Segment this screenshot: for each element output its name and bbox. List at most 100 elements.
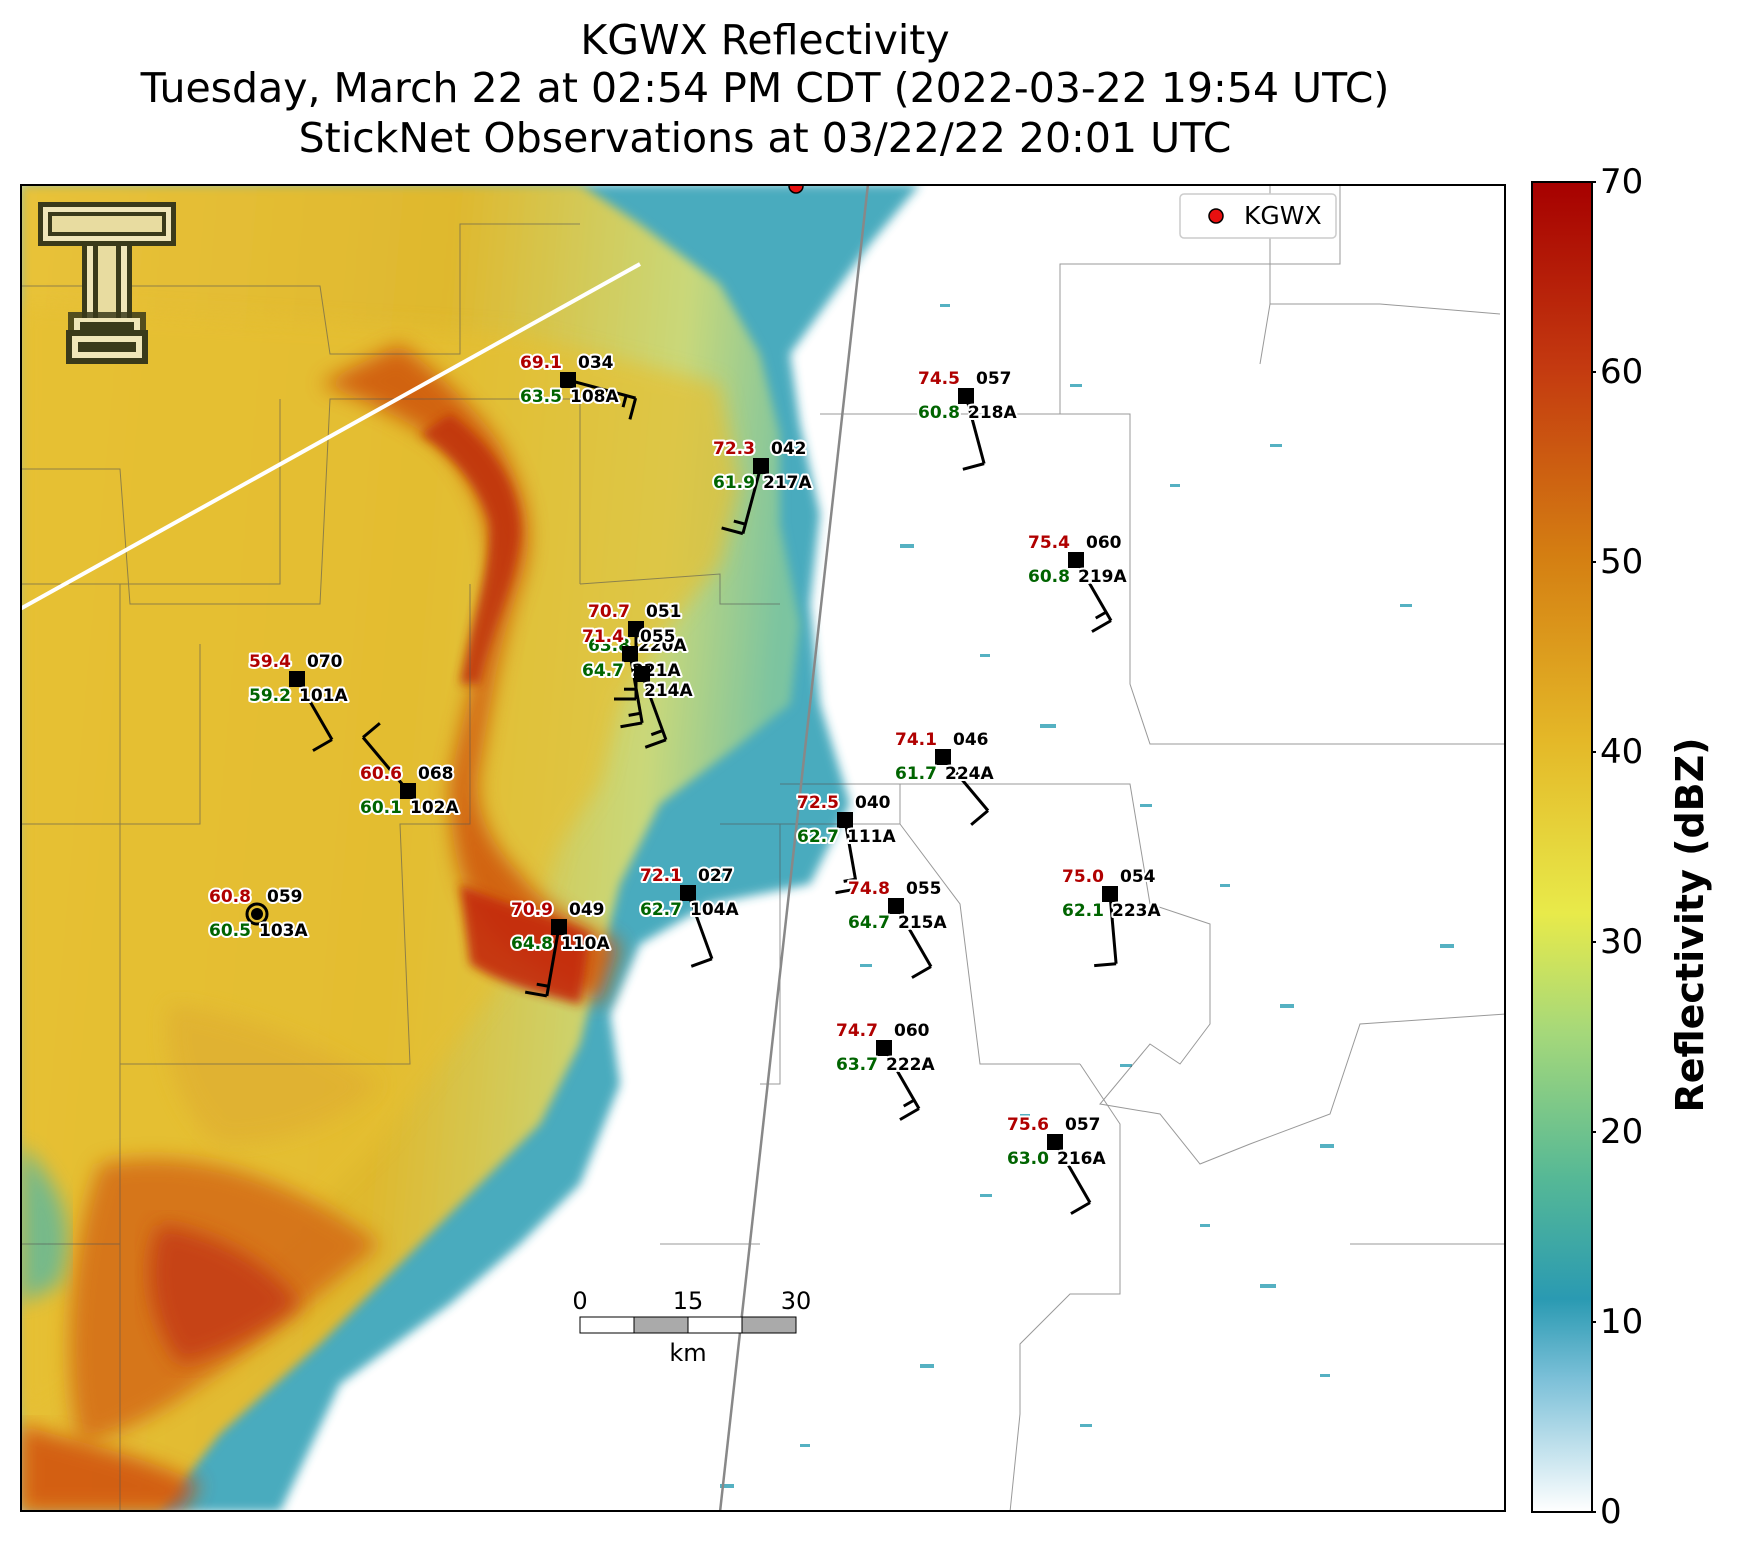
- station-dewpoint: 63.5: [520, 387, 562, 407]
- station-temperature: 74.1: [895, 730, 937, 750]
- station-219A[interactable]: 75.4 060 60.8 219A: [1026, 531, 1129, 633]
- station-pressure: 055: [640, 627, 676, 647]
- station-pressure: 054: [1120, 867, 1156, 887]
- station-dewpoint: 61.7: [895, 764, 937, 784]
- calm-wind-marker: [245, 902, 269, 926]
- station-marker: [628, 621, 644, 637]
- map-frame: [20, 184, 1506, 1512]
- station-temperature: 59.4: [249, 652, 291, 672]
- title-line-2: Tuesday, March 22 at 02:54 PM CDT (2022-…: [140, 64, 1390, 112]
- station-dewpoint: 60.1: [360, 798, 402, 818]
- station-dewpoint: 59.2: [249, 686, 291, 706]
- wind-barb-shaft: [941, 756, 990, 812]
- colorbar-tick-60: 60: [1600, 352, 1644, 392]
- station-dewpoint: 60.5: [209, 921, 251, 941]
- colorbar-tick-20: 20: [1600, 1112, 1644, 1152]
- county-boundaries: [20, 184, 1506, 1512]
- station-103A[interactable]: 60.8 059 60.5 103A: [207, 885, 310, 943]
- wind-barb-flag: [962, 462, 985, 471]
- wind-barb-flag: [721, 526, 744, 536]
- legend-marker: [1208, 208, 1224, 224]
- stations-layer: 69.1 034 63.5 108A 72.3 042 61.9 217A 74.5 057 60.…: [207, 351, 1163, 1215]
- wind-barb-flag: [1070, 1201, 1091, 1215]
- station-217A[interactable]: 72.3 042 61.9 217A: [711, 437, 814, 536]
- station-215A[interactable]: 74.8 055 64.7 215A: [846, 877, 949, 979]
- station-id: 217A: [763, 473, 812, 493]
- wind-barb-flag: [628, 711, 641, 717]
- wind-barb-flag: [536, 982, 549, 988]
- wind-barb-shaft: [964, 395, 986, 465]
- radar-map[interactable]: 69.1 034 63.5 108A 72.3 042 61.9 217A 74.5 057 60.…: [20, 184, 1506, 1512]
- wind-barb-shaft: [545, 926, 561, 997]
- station-223A[interactable]: 75.0 054 62.1 223A: [1060, 865, 1163, 968]
- station-marker: [560, 372, 576, 388]
- station-temperature: 75.0: [1062, 867, 1104, 887]
- station-104A[interactable]: 72.1 027 62.7 104A: [638, 864, 741, 968]
- station-id: 223A: [1112, 901, 1161, 921]
- wind-barb-flag: [650, 729, 664, 737]
- station-pressure: 068: [418, 764, 454, 784]
- station-101A[interactable]: 59.4 070 59.2 101A: [247, 650, 350, 752]
- station-dewpoint: 62.7: [797, 827, 839, 847]
- wind-barb-shaft: [843, 819, 859, 890]
- station-id: 108A: [570, 387, 619, 407]
- wind-barb-flag: [1094, 962, 1117, 968]
- station-marker: [680, 885, 696, 901]
- station-marker: [876, 1040, 892, 1056]
- wind-barb-shaft: [741, 465, 763, 535]
- scale-label-30: 30: [781, 1287, 812, 1315]
- station-marker: [551, 919, 567, 935]
- station-marker: [1047, 1134, 1063, 1150]
- station-pressure: 055: [906, 879, 942, 899]
- station-111A[interactable]: 72.5 040 62.7 111A: [795, 791, 898, 895]
- wind-barb-flag: [970, 809, 989, 826]
- station-temperature: 74.5: [918, 369, 960, 389]
- station-temperature: 75.4: [1028, 533, 1070, 553]
- station-pressure: 060: [894, 1021, 930, 1041]
- station-224A[interactable]: 74.1 046 61.7 224A: [893, 728, 996, 826]
- station-222A[interactable]: 74.7 060 63.7 222A: [834, 1019, 937, 1121]
- wind-barb-flag: [733, 519, 746, 526]
- wind-barb-flag: [835, 887, 858, 895]
- colorbar-tick-70: 70: [1600, 162, 1644, 202]
- colorbar-tick-10: 10: [1600, 1302, 1644, 1342]
- station-id: 222A: [886, 1055, 935, 1075]
- station-marker: [1102, 886, 1118, 902]
- station-id: 214A: [644, 681, 693, 701]
- title-line-1: KGWX Reflectivity: [580, 16, 950, 64]
- colorbar-label: Reflectivity (dBZ): [1668, 737, 1712, 1113]
- station-marker: [837, 812, 853, 828]
- station-pressure: 070: [307, 652, 343, 672]
- colorbar: [1531, 181, 1596, 1513]
- station-temperature: 70.7: [588, 602, 630, 622]
- wind-barb-shaft: [1108, 893, 1118, 964]
- station-temperature: 70.9: [511, 900, 553, 920]
- wind-barb-flag: [1091, 619, 1112, 633]
- station-id: 103A: [259, 921, 308, 941]
- station-102A[interactable]: 60.6 068 60.1 102A: [358, 722, 461, 820]
- wind-barb-shaft: [1053, 1141, 1092, 1204]
- colorbar-tick-50: 50: [1600, 542, 1644, 582]
- wind-barb-flag: [1094, 610, 1107, 620]
- wind-barb-shaft: [640, 673, 668, 741]
- radial-artifact-line: [20, 262, 641, 611]
- station-dewpoint: 60.8: [918, 403, 960, 423]
- station-pressure: 040: [855, 793, 891, 813]
- station-218A[interactable]: 74.5 057 60.8 218A: [916, 367, 1019, 471]
- station-marker: [251, 908, 263, 920]
- station-dewpoint: 60.8: [1028, 567, 1070, 587]
- station-temperature: 72.3: [713, 439, 755, 459]
- station-id: 101A: [299, 686, 348, 706]
- station-110A[interactable]: 70.9 049 64.8 110A: [509, 898, 612, 998]
- station-216A[interactable]: 75.6 057 63.0 216A: [1005, 1113, 1108, 1215]
- station-temperature: 72.5: [797, 793, 839, 813]
- wind-barb-flag: [843, 877, 856, 883]
- station-temperature: 74.7: [836, 1021, 878, 1041]
- station-214A[interactable]: 214A: [634, 666, 695, 749]
- wind-barb-flag: [644, 738, 667, 749]
- station-108A[interactable]: 69.1 034 63.5 108A: [518, 351, 638, 420]
- station-temperature: 71.4: [582, 627, 624, 647]
- station-pressure: 042: [771, 439, 807, 459]
- wind-barb-flag: [621, 395, 628, 408]
